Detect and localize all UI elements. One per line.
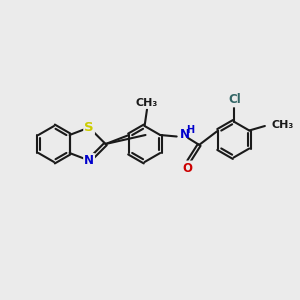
Text: S: S bbox=[84, 121, 94, 134]
Text: CH₃: CH₃ bbox=[272, 119, 294, 130]
Text: O: O bbox=[182, 161, 192, 175]
Text: H: H bbox=[186, 125, 194, 135]
Text: N: N bbox=[180, 128, 190, 141]
Text: CH₃: CH₃ bbox=[136, 98, 158, 108]
Text: Cl: Cl bbox=[229, 93, 242, 106]
Text: N: N bbox=[84, 154, 94, 167]
